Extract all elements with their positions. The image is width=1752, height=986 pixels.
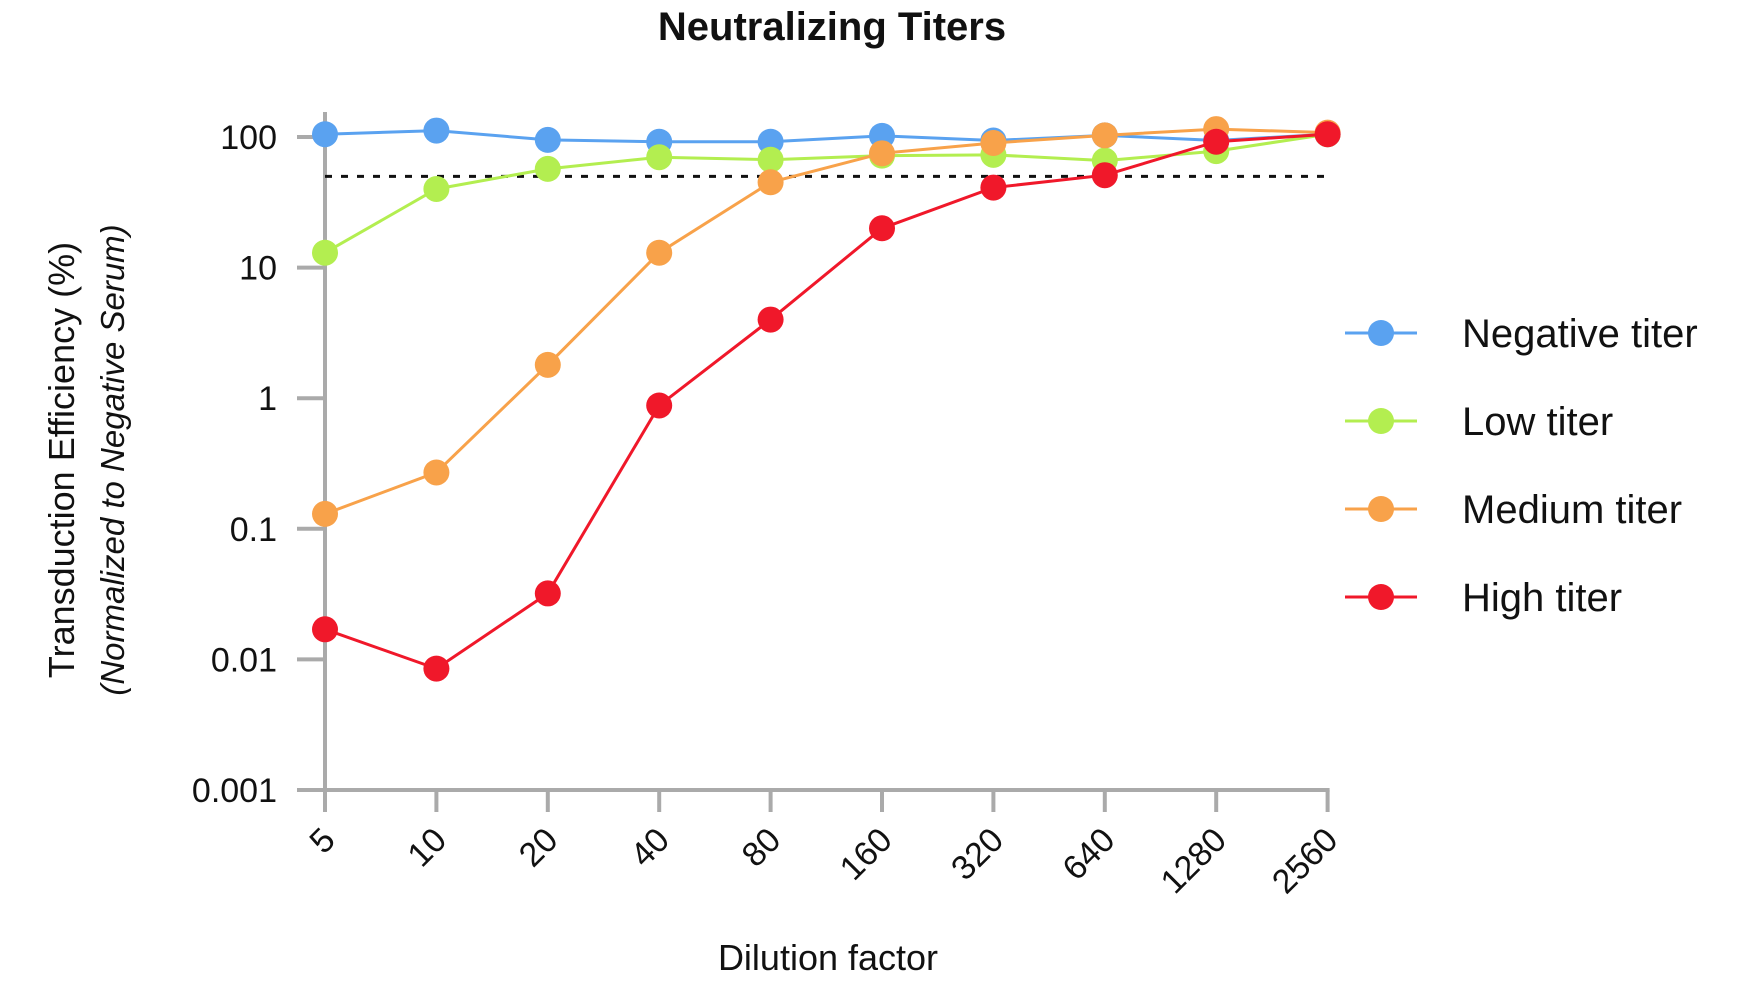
data-point xyxy=(534,155,561,182)
legend-item: Low titer xyxy=(1345,400,1613,444)
x-tick-label: 640 xyxy=(1055,821,1122,888)
x-tick-label: 10 xyxy=(400,821,454,875)
series-low-titer xyxy=(312,121,1341,266)
data-point xyxy=(757,169,784,196)
legend-item: Negative titer xyxy=(1345,312,1698,356)
legend-label: Medium titer xyxy=(1462,488,1682,532)
x-tick-label: 2560 xyxy=(1265,821,1345,901)
series-line xyxy=(324,132,1328,255)
y-tick-label: 100 xyxy=(220,119,277,157)
data-point xyxy=(757,306,784,333)
series-high-titer xyxy=(312,121,1341,682)
y-axis-sublabel: (Normalized to Negative Serum) xyxy=(94,224,131,695)
series-layer xyxy=(312,116,1341,682)
x-tick-label: 320 xyxy=(944,821,1011,888)
legend-label: High titer xyxy=(1462,576,1622,620)
data-point xyxy=(1091,162,1118,189)
data-point xyxy=(312,121,338,148)
x-tick-label: 160 xyxy=(833,821,900,888)
data-point xyxy=(1091,122,1118,149)
data-point xyxy=(534,351,561,378)
x-tick-label: 80 xyxy=(735,821,789,875)
data-point xyxy=(423,117,450,144)
data-point xyxy=(869,140,895,167)
x-axis-label: Dilution factor xyxy=(718,937,938,978)
data-point xyxy=(312,616,338,643)
y-tick-label: 0.1 xyxy=(230,511,277,549)
data-point xyxy=(423,459,450,486)
y-axis-label: Transduction Efficiency (%) xyxy=(41,242,82,678)
x-tick-label: 5 xyxy=(302,821,342,861)
data-point xyxy=(757,128,784,155)
legend-marker xyxy=(1368,584,1394,610)
data-point xyxy=(757,146,784,173)
y-tick-label: 10 xyxy=(239,250,277,288)
x-tick-label: 20 xyxy=(512,821,566,875)
series-line xyxy=(324,129,1328,144)
data-point xyxy=(646,392,673,419)
y-tick-label: 0.01 xyxy=(211,641,277,679)
legend-marker xyxy=(1368,320,1394,346)
legend-item: High titer xyxy=(1345,576,1622,620)
series-line xyxy=(324,132,1328,671)
legend-marker xyxy=(1368,496,1394,522)
data-point xyxy=(646,144,673,171)
data-point xyxy=(534,580,561,607)
data-point xyxy=(980,129,1007,156)
data-point xyxy=(312,500,338,527)
data-point xyxy=(869,215,895,242)
data-point xyxy=(980,174,1007,201)
data-point xyxy=(423,175,450,202)
y-axis-label-group: Transduction Efficiency (%) (Normalized … xyxy=(41,224,131,695)
legend-marker xyxy=(1368,408,1394,434)
x-tick-label: 1280 xyxy=(1154,821,1234,901)
legend-label: Negative titer xyxy=(1462,312,1698,356)
x-tick-label: 40 xyxy=(623,821,677,875)
data-point xyxy=(534,126,561,153)
data-point xyxy=(423,655,450,682)
y-tick-label: 0.001 xyxy=(192,772,277,810)
data-point xyxy=(646,239,673,266)
data-point xyxy=(1314,121,1341,148)
series-line xyxy=(324,127,1328,516)
data-point xyxy=(1203,128,1230,155)
legend: Negative titer Low titer Medium titer High … xyxy=(1345,312,1698,620)
data-point xyxy=(312,239,338,266)
legend-item: Medium titer xyxy=(1345,488,1682,532)
chart-title: Neutralizing Titers xyxy=(658,5,1006,49)
y-tick-label: 1 xyxy=(258,380,277,418)
legend-label: Low titer xyxy=(1462,400,1613,444)
